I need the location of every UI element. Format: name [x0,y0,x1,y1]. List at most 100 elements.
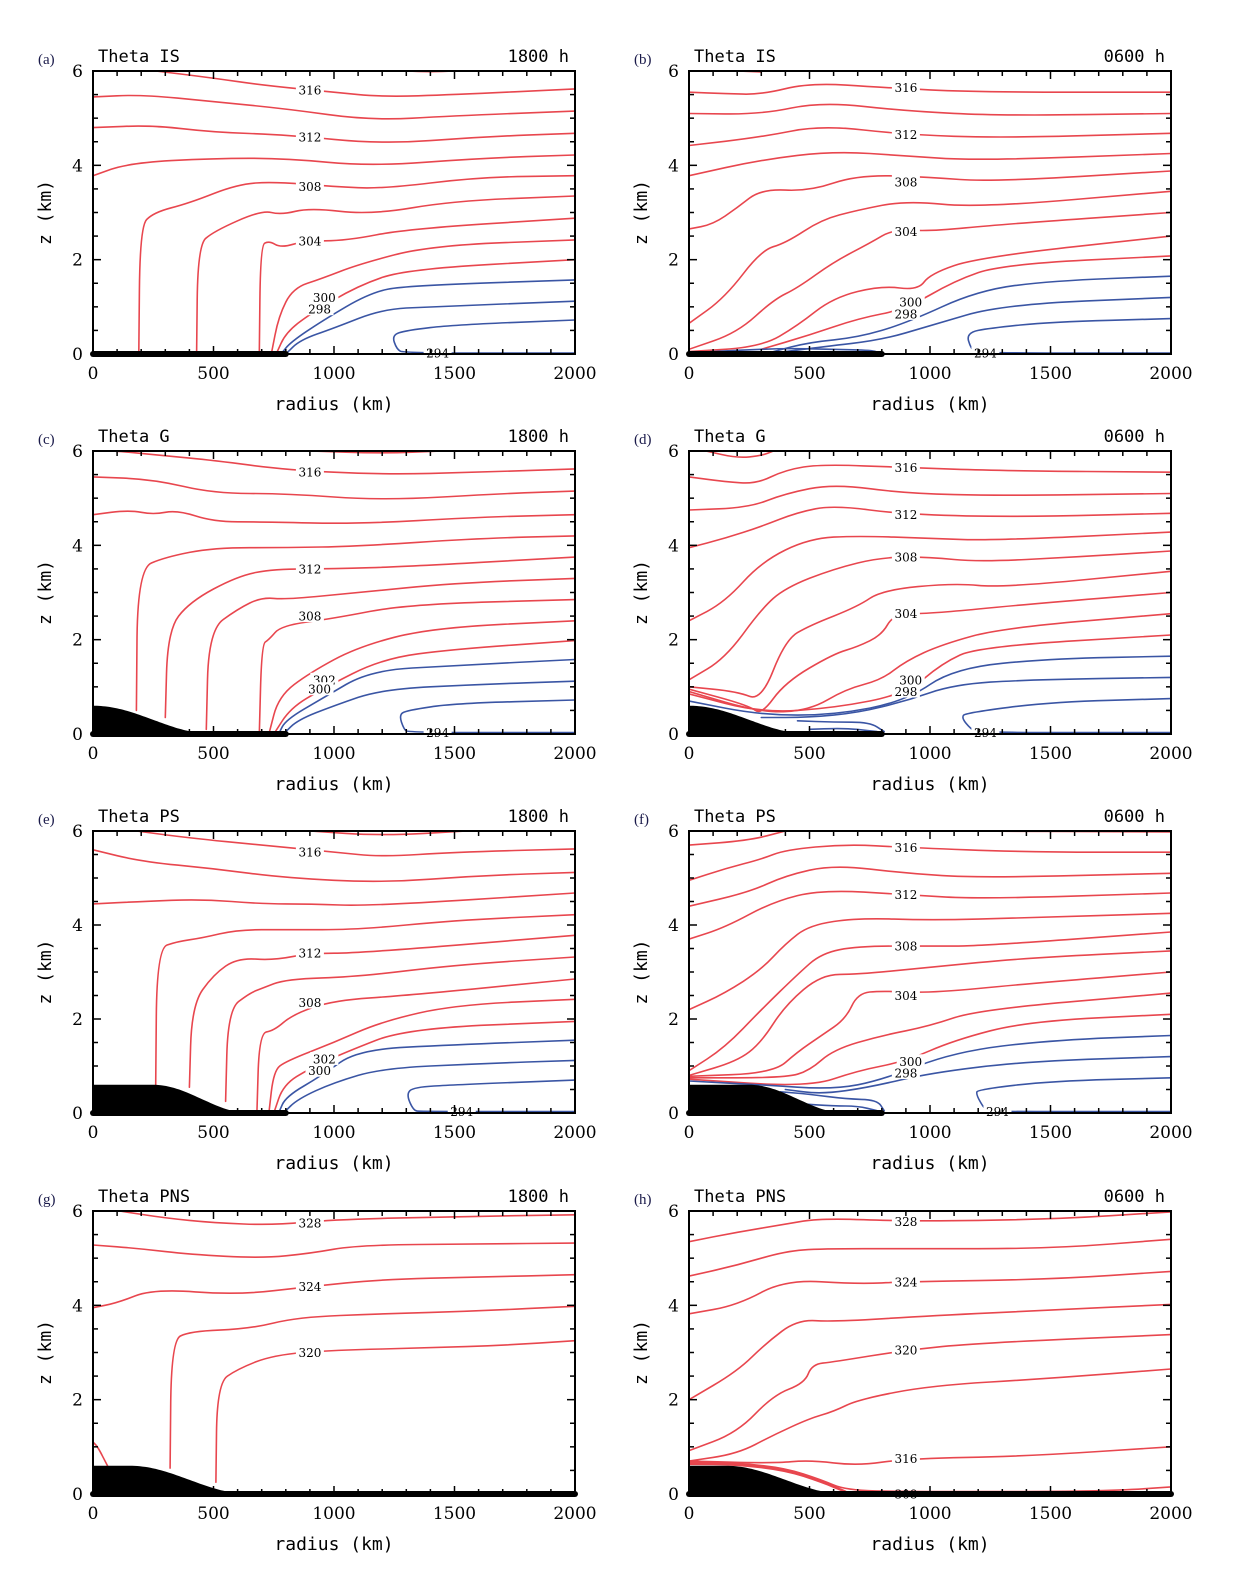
contour-label-bg [891,887,920,901]
contour-label-bg [896,295,925,309]
y-axis-label: z (km) [35,560,56,625]
panel-letter: (d) [634,432,652,448]
contour-label: 308 [298,180,321,194]
plot-frame [688,830,1172,1114]
contour-line-316 [689,464,1171,484]
contour-label: 304 [894,225,917,239]
contour-label: 316 [894,1452,917,1466]
y-tick-label: 2 [668,1391,679,1411]
x-tick-label: 1500 [433,1123,476,1143]
y-tick-label: 4 [72,536,83,556]
contours [93,831,575,1113]
contour-line-310 [689,1463,847,1493]
contour-label: 316 [894,81,917,95]
x-tick-label: 0 [684,364,695,384]
contour-label-bg [891,1451,920,1465]
y-tick-label: 2 [668,631,679,651]
y-tick-label: 6 [668,1202,679,1222]
contour-line-318 [93,1441,109,1467]
contour-line-308 [224,956,575,1103]
panel-title: Theta G [98,427,170,447]
contour-label: 312 [894,888,917,902]
contour-label: 298 [894,1067,917,1081]
contour-line-316 [93,476,575,500]
plot-frame [92,830,576,1114]
contour-label-bg [295,845,324,859]
contour-label-bg [295,561,324,575]
x-tick-label: 2000 [1149,1123,1192,1143]
contour-line-298 [772,275,1171,353]
contour-label-bg [891,988,920,1002]
time-label: 0600 h [1104,1187,1165,1207]
contour-line-312 [93,125,575,143]
contour-line-302 [689,235,1171,353]
x-axis-label: radius (km) [274,774,393,795]
y-axis-label: z (km) [35,1320,56,1385]
contour-label-bg [310,1051,339,1065]
contours [93,71,575,354]
x-tick-label: 1500 [1029,1504,1072,1524]
panel-letter: (h) [634,1192,652,1208]
x-tick-label: 1000 [312,364,355,384]
y-tick-label: 4 [72,916,83,936]
y-tick-label: 2 [668,251,679,271]
y-axis-label: z (km) [631,939,652,1004]
panel-g: (g) Theta PNS 1800 h 328 324 320 0 500 1000 1500 2… [35,1187,597,1555]
x-tick-label: 1500 [1029,1123,1072,1143]
contour-line-304 [689,211,1171,351]
contour-label: 300 [899,1055,922,1069]
panel-letter: (g) [38,1192,56,1208]
terrain-profile [689,1084,846,1113]
x-tick-label: 1500 [433,364,476,384]
contour-line-314 [689,485,1171,511]
contour-line-296 [760,676,1171,719]
x-tick-label: 1000 [312,744,355,764]
contour-label: 304 [894,989,917,1003]
contour-line-310 [164,556,575,719]
contour-line-326 [689,1238,1171,1277]
contour-label: 324 [298,1280,321,1294]
contour-label: 300 [308,683,331,697]
y-tick-label: 4 [668,536,679,556]
contour-label-bg [295,82,324,96]
contour-label-bg [971,725,1000,739]
x-tick-label: 500 [793,364,825,384]
x-tick-label: 1500 [433,744,476,764]
y-tick-label: 6 [668,822,679,842]
contour-label: 300 [899,296,922,310]
contour-label-bg [891,939,920,953]
x-tick-label: 1000 [908,364,951,384]
contour-label: 312 [298,947,321,961]
contour-label-bg [891,460,920,474]
x-tick-label: 2000 [1149,1504,1192,1524]
contour-line-322 [689,1303,1171,1401]
contour-line-306 [256,978,575,1113]
y-tick-label: 6 [72,62,83,82]
contour-label-bg [295,1279,324,1293]
contour-line-312 [689,890,1171,940]
contour-line-324 [689,1270,1171,1315]
x-tick-label: 1000 [908,1123,951,1143]
y-tick-label: 0 [668,1485,679,1505]
y-tick-label: 2 [668,1010,679,1030]
contour-line-304 [689,971,1171,1078]
contour-line-310 [188,934,575,1088]
x-tick-label: 1500 [433,1504,476,1524]
contour-label-bg [305,682,334,696]
contour-line-316 [154,71,575,97]
time-label: 0600 h [1104,47,1165,67]
y-axis-label: z (km) [35,939,56,1004]
y-tick-label: 6 [72,442,83,462]
contour-line-308 [689,550,1171,681]
x-tick-label: 0 [88,1123,99,1143]
panel-letter: (a) [38,52,55,68]
plot-frame [92,1210,576,1495]
contour-line-314 [93,510,575,525]
contour-label-bg [310,290,339,304]
x-tick-label: 500 [793,744,825,764]
contours [689,71,1171,354]
contour-line-328 [689,1211,1171,1243]
terrain-profile [93,1084,250,1113]
x-tick-label: 2000 [553,1504,596,1524]
